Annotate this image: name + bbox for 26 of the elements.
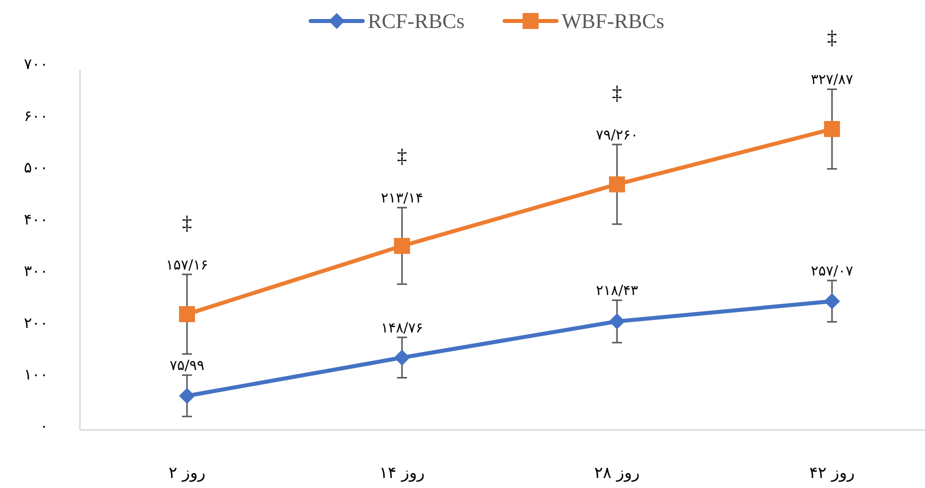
y-tick-label: ۶۰۰ [24,106,48,125]
y-tick-label: ۴۰۰ [24,210,48,228]
y-tick-label: ۵۰۰ [24,158,48,177]
data-label: ۲۱۳/۱۴ [380,190,424,207]
data-label: ۲۵۷/۰۷ [810,264,854,280]
text: ‡ [827,27,837,50]
y-tick-label: ۳۰۰ [24,262,48,280]
y-tick-label: ۰ [40,417,48,436]
x-tick-label: روز ۲۸ [594,463,640,482]
data-label: ۷۵/۹۹ [170,358,204,374]
y-tick-label: ۱۰۰ [24,365,48,384]
legend-label: RCF-RBCs [368,9,465,33]
y-tick-label: ۷۰۰ [24,55,48,74]
data-label: ۱۴۸/۷۶ [380,320,424,336]
data-label: ۱۵۷/۱۶ [166,257,208,274]
x-tick-label: روز ۱۴ [379,463,425,482]
data-label: ۲۱۸/۴۳ [596,283,639,300]
data-label: ۷۹/۲۶۰ [596,128,638,144]
annotation: ‡ [182,212,192,234]
annotation: ‡ [397,146,407,168]
legend-label: WBF-RBCs [562,9,664,33]
data-label: ۳۲۷/۸۷ [810,72,854,88]
x-tick-label: روز ۴۲ [809,463,855,482]
x-tick-label: روز ۲ [168,463,206,482]
annotation: ‡ [612,82,622,105]
y-tick-label: ۲۰۰ [24,314,48,332]
